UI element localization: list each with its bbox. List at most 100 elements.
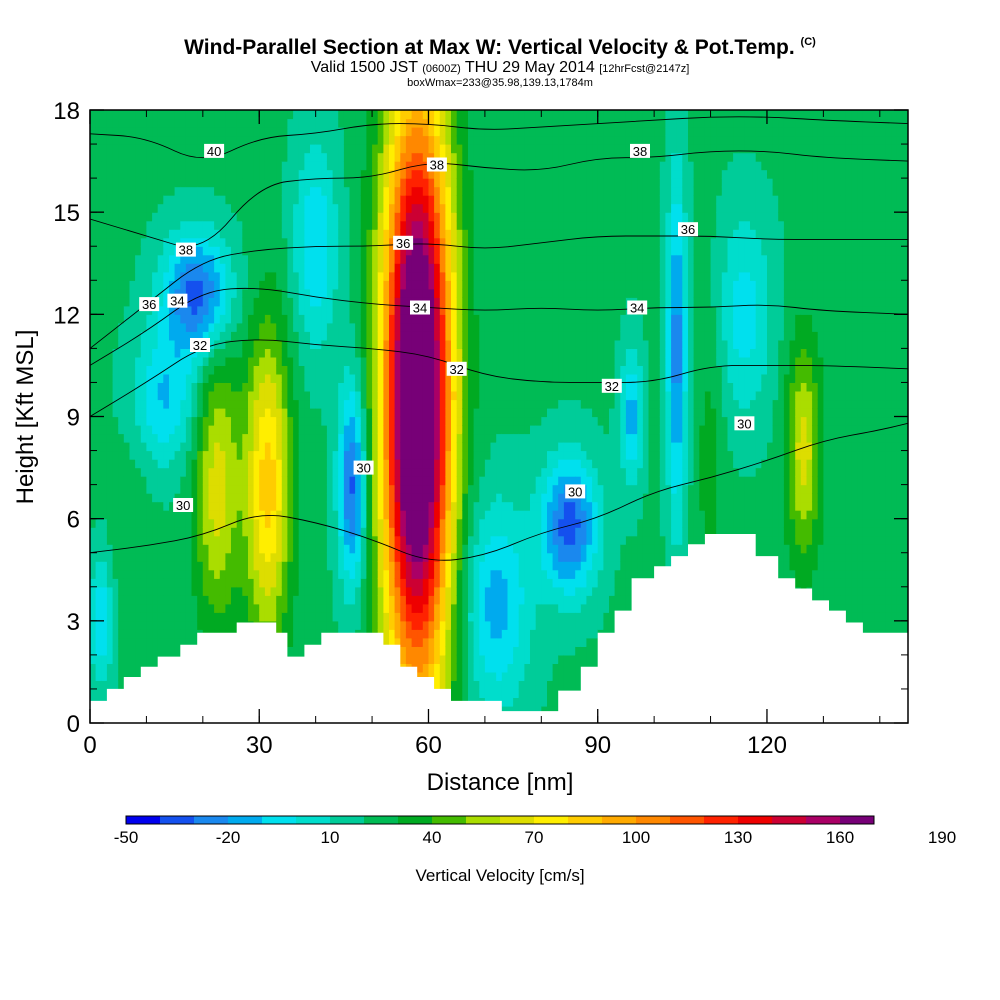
w-cell	[417, 399, 424, 409]
w-cell	[101, 365, 108, 375]
w-cell	[281, 459, 288, 469]
w-cell	[90, 339, 97, 349]
w-cell	[473, 561, 480, 571]
w-cell	[479, 578, 486, 588]
w-cell	[462, 476, 469, 486]
w-cell	[123, 161, 130, 171]
w-cell	[310, 569, 317, 579]
w-cell	[129, 297, 136, 307]
w-cell	[349, 161, 356, 171]
w-cell	[106, 671, 114, 681]
w-cell	[146, 527, 153, 537]
w-cell	[462, 646, 469, 656]
w-cell	[185, 365, 193, 375]
w-cell	[276, 603, 283, 613]
w-cell	[434, 118, 441, 128]
w-cell	[135, 510, 142, 520]
w-cell	[349, 408, 356, 418]
w-cell	[208, 356, 215, 366]
w-cell	[118, 144, 125, 154]
w-cell	[180, 484, 187, 494]
w-cell	[360, 237, 367, 247]
w-cell	[101, 356, 108, 366]
w-cell	[473, 356, 480, 366]
w-cell	[152, 237, 159, 247]
w-cell	[90, 305, 97, 315]
w-cell	[439, 195, 446, 205]
w-cell	[231, 450, 238, 460]
w-cell	[462, 680, 469, 690]
w-cell	[405, 169, 413, 179]
w-cell	[394, 501, 401, 511]
w-cell	[202, 331, 209, 341]
w-cell	[445, 476, 452, 486]
w-cell	[118, 518, 125, 528]
w-cell	[191, 620, 198, 630]
w-cell	[191, 220, 198, 230]
w-cell	[372, 595, 379, 605]
w-cell	[377, 271, 384, 281]
w-cell	[152, 365, 159, 375]
w-cell	[112, 680, 119, 690]
w-cell	[174, 322, 181, 332]
w-cell	[456, 271, 463, 281]
w-cell	[270, 365, 277, 375]
w-cell	[259, 433, 266, 443]
w-cell	[191, 450, 198, 460]
w-cell	[405, 535, 413, 545]
w-cell	[428, 654, 435, 664]
w-cell	[90, 408, 97, 418]
w-cell	[338, 518, 345, 528]
w-cell	[225, 203, 232, 213]
w-cell	[422, 237, 429, 247]
w-cell	[270, 416, 277, 426]
w-cell	[225, 356, 232, 366]
w-cell	[479, 620, 486, 630]
w-cell	[417, 186, 424, 196]
w-cell	[264, 459, 272, 469]
w-cell	[270, 450, 277, 460]
w-cell	[106, 603, 114, 613]
w-cell	[276, 612, 283, 622]
w-cell	[417, 493, 424, 503]
w-cell	[377, 212, 384, 222]
w-cell	[152, 399, 159, 409]
w-cell	[276, 288, 283, 298]
w-cell	[451, 110, 458, 120]
w-cell	[169, 399, 176, 409]
w-cell	[422, 671, 429, 681]
w-cell	[140, 356, 147, 366]
w-cell	[140, 110, 147, 120]
w-cell	[445, 271, 452, 281]
w-cell	[208, 322, 215, 332]
w-cell	[332, 263, 339, 273]
w-cell	[439, 339, 446, 349]
w-cell	[129, 561, 136, 571]
w-cell	[439, 382, 446, 392]
w-cell	[462, 246, 469, 256]
w-cell	[169, 586, 176, 596]
w-cell	[118, 161, 125, 171]
w-cell	[338, 348, 345, 358]
w-cell	[434, 569, 441, 579]
w-cell	[208, 220, 215, 230]
w-cell	[338, 322, 345, 332]
w-cell	[405, 118, 413, 128]
w-cell	[293, 425, 300, 435]
w-cell	[400, 229, 407, 239]
w-cell	[304, 382, 311, 392]
w-cell	[157, 152, 164, 162]
w-cell	[338, 467, 345, 477]
w-cell	[445, 493, 452, 503]
w-cell	[400, 433, 407, 443]
w-cell	[231, 229, 238, 239]
w-cell	[468, 373, 475, 383]
w-cell	[140, 654, 147, 664]
w-cell	[468, 220, 475, 230]
w-cell	[400, 254, 407, 264]
w-cell	[389, 433, 396, 443]
w-cell	[394, 408, 401, 418]
w-cell	[129, 339, 136, 349]
w-cell	[355, 544, 362, 554]
w-cell	[310, 144, 317, 154]
